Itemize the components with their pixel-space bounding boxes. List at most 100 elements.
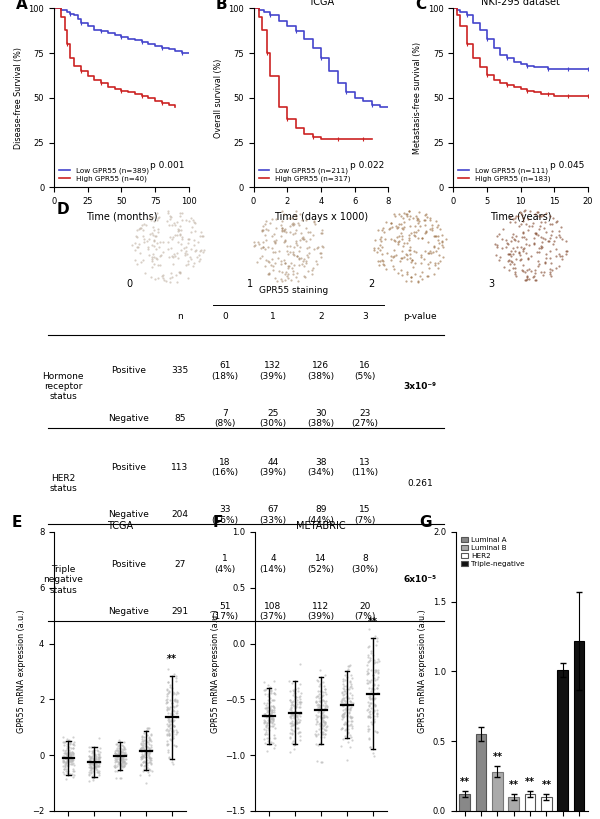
Point — [197, 230, 206, 243]
Point — [341, 690, 351, 704]
Point — [89, 748, 99, 761]
Point — [91, 748, 100, 761]
Point — [290, 710, 299, 723]
Point — [339, 707, 349, 720]
Point — [296, 677, 305, 690]
Point — [414, 215, 424, 228]
Point — [140, 755, 149, 768]
Point — [311, 717, 321, 731]
Point — [420, 226, 430, 239]
Point — [130, 243, 140, 256]
Point — [69, 764, 79, 777]
Point — [145, 734, 154, 747]
Point — [176, 238, 185, 251]
Point — [373, 241, 383, 254]
Point — [369, 715, 379, 728]
Point — [311, 690, 320, 704]
Point — [264, 268, 274, 281]
Point — [345, 658, 355, 672]
Point — [117, 756, 127, 769]
Point — [366, 647, 376, 660]
Point — [289, 717, 298, 731]
Point — [169, 723, 178, 736]
Point — [294, 251, 304, 264]
Point — [505, 210, 515, 224]
Point — [534, 246, 544, 259]
Point — [262, 718, 271, 731]
Point — [89, 749, 98, 762]
Point — [554, 247, 563, 260]
Point — [68, 737, 77, 750]
Point — [347, 682, 356, 695]
Point — [64, 760, 73, 773]
Point — [363, 703, 373, 716]
Point — [118, 744, 127, 757]
Point — [114, 742, 124, 755]
Point — [290, 708, 300, 722]
Point — [524, 273, 533, 286]
Point — [140, 755, 150, 768]
Point — [94, 769, 104, 782]
Point — [265, 256, 274, 269]
Point — [85, 767, 94, 781]
Point — [167, 755, 177, 768]
Point — [168, 730, 178, 743]
Point — [365, 676, 375, 689]
Text: 23
(27%): 23 (27%) — [352, 409, 379, 428]
Point — [538, 231, 548, 244]
Point — [162, 722, 172, 735]
Point — [112, 749, 121, 762]
Point — [165, 722, 175, 735]
Point — [530, 207, 539, 220]
Point — [136, 221, 145, 234]
Y-axis label: GPR55 mRNA expression (a.u.): GPR55 mRNA expression (a.u.) — [17, 609, 26, 733]
Point — [269, 713, 278, 726]
Point — [157, 269, 167, 283]
Text: 89
(44%): 89 (44%) — [308, 505, 334, 525]
Point — [517, 263, 526, 276]
Point — [86, 766, 96, 779]
Point — [531, 227, 541, 240]
Point — [315, 663, 325, 676]
Point — [299, 260, 308, 273]
Point — [119, 758, 128, 771]
Point — [266, 680, 275, 693]
Point — [340, 696, 349, 709]
Point — [67, 753, 76, 766]
Point — [158, 236, 167, 249]
Point — [266, 707, 275, 720]
Point — [262, 709, 272, 722]
Point — [94, 750, 103, 763]
Point — [503, 254, 513, 267]
Point — [163, 745, 173, 758]
Point — [85, 756, 95, 769]
Point — [167, 697, 177, 710]
Point — [404, 243, 413, 256]
Point — [95, 756, 104, 769]
Point — [434, 233, 443, 247]
Point — [295, 657, 304, 670]
Point — [313, 706, 323, 719]
Point — [263, 240, 272, 253]
Point — [164, 718, 174, 731]
Point — [169, 719, 179, 732]
Point — [312, 714, 322, 727]
Point — [347, 734, 357, 747]
Point — [167, 724, 177, 737]
Point — [552, 215, 562, 228]
Point — [518, 225, 528, 238]
Point — [276, 218, 286, 231]
Point — [266, 713, 275, 726]
Point — [65, 754, 74, 767]
Point — [143, 740, 153, 753]
Point — [524, 262, 534, 275]
Point — [320, 717, 329, 731]
Point — [533, 229, 543, 242]
Point — [338, 708, 347, 721]
Point — [295, 725, 305, 738]
Point — [343, 660, 353, 673]
Point — [376, 233, 385, 246]
Point — [426, 246, 436, 259]
Point — [287, 261, 296, 274]
Point — [139, 744, 148, 757]
